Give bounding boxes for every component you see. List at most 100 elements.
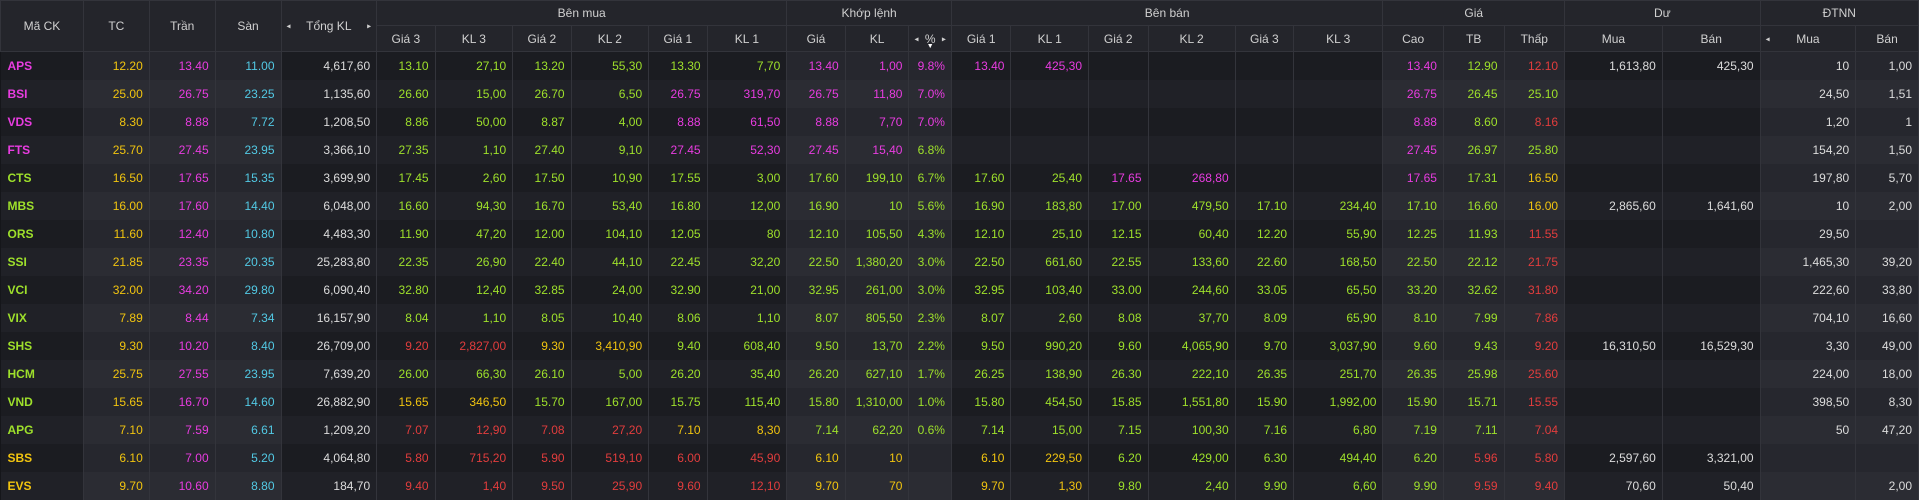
symbol-cell[interactable]: VCI	[1, 276, 84, 304]
buy-v1-cell: 12,10	[707, 472, 787, 500]
symbol-cell[interactable]: EVS	[1, 472, 84, 500]
col-foreign-sell[interactable]: Bán	[1856, 26, 1919, 52]
symbol-cell[interactable]: MBS	[1, 192, 84, 220]
ref-price-cell: 25.75	[83, 360, 149, 388]
col-ceiling-header[interactable]: Trần	[149, 1, 215, 52]
symbol-cell[interactable]: SBS	[1, 444, 84, 472]
buy-v1-cell: 608,40	[707, 332, 787, 360]
col-buy-p1[interactable]: Giá 1	[649, 26, 707, 52]
floor-price-cell: 29.80	[215, 276, 281, 304]
arrow-left-icon[interactable]: ◂	[1766, 34, 1770, 43]
symbol-cell[interactable]: VIX	[1, 304, 84, 332]
buy-v3-cell: 2,827,00	[435, 332, 513, 360]
col-ref-header[interactable]: TC	[83, 1, 149, 52]
col-high[interactable]: Cao	[1383, 26, 1444, 52]
col-buy-p2[interactable]: Giá 2	[513, 26, 571, 52]
buy-v3-cell: 12,90	[435, 416, 513, 444]
col-buy-p3[interactable]: Giá 3	[377, 26, 435, 52]
low-price-cell: 25.10	[1504, 80, 1565, 108]
col-foreign-buy[interactable]: ◂ Mua	[1760, 26, 1856, 52]
symbol-cell[interactable]: SSI	[1, 248, 84, 276]
match-pct-cell: 5.6%	[909, 192, 952, 220]
buy-p3-cell: 8.86	[377, 108, 435, 136]
col-buy-v3[interactable]: KL 3	[435, 26, 513, 52]
buy-p3-cell: 8.04	[377, 304, 435, 332]
col-match-vol[interactable]: KL	[845, 26, 909, 52]
buy-p1-cell: 26.20	[649, 360, 707, 388]
col-match-price[interactable]: Giá	[787, 26, 845, 52]
avg-price-cell: 7.11	[1443, 416, 1504, 444]
sell-p2-cell: 7.15	[1089, 416, 1149, 444]
match-pct-cell: 9.8%	[909, 52, 952, 81]
col-low[interactable]: Thấp	[1504, 26, 1565, 52]
foreign-buy-cell: 222,60	[1760, 276, 1856, 304]
col-floor-header[interactable]: Sàn	[215, 1, 281, 52]
match-pct-cell: 4.3%	[909, 220, 952, 248]
match-price-cell: 26.20	[787, 360, 845, 388]
col-sell-p1[interactable]: Giá 1	[951, 26, 1011, 52]
col-sell-p2[interactable]: Giá 2	[1089, 26, 1149, 52]
symbol-cell[interactable]: APG	[1, 416, 84, 444]
sell-v3-cell: 234,40	[1294, 192, 1383, 220]
high-price-cell: 22.50	[1383, 248, 1444, 276]
col-avg[interactable]: TB	[1443, 26, 1504, 52]
match-pct-cell	[909, 444, 952, 472]
sell-v2-cell: 1,551,80	[1148, 388, 1235, 416]
col-sell-v3[interactable]: KL 3	[1294, 26, 1383, 52]
sell-v1-cell: 1,30	[1011, 472, 1089, 500]
symbol-cell[interactable]: SHS	[1, 332, 84, 360]
symbol-cell[interactable]: FTS	[1, 136, 84, 164]
col-symbol-header[interactable]: Mã CK	[1, 1, 84, 52]
col-sell-v2[interactable]: KL 2	[1148, 26, 1235, 52]
arrow-left-icon[interactable]: ◂	[914, 34, 918, 43]
arrow-right-icon[interactable]: ▸	[367, 22, 371, 31]
match-vol-cell: 627,10	[845, 360, 909, 388]
col-sell-v1[interactable]: KL 1	[1011, 26, 1089, 52]
sell-v2-cell: 222,10	[1148, 360, 1235, 388]
floor-price-cell: 8.80	[215, 472, 281, 500]
high-price-cell: 15.90	[1383, 388, 1444, 416]
arrow-right-icon[interactable]: ▸	[942, 34, 946, 43]
symbol-cell[interactable]: HCM	[1, 360, 84, 388]
symbol-cell[interactable]: ORS	[1, 220, 84, 248]
col-match-pct[interactable]: ◂ % ▼ ▸	[909, 26, 952, 52]
col-total-volume-header[interactable]: ◂ Tổng KL ▸	[281, 1, 377, 52]
foreign-buy-cell: 10	[1760, 52, 1856, 81]
sell-v2-cell: 479,50	[1148, 192, 1235, 220]
symbol-cell[interactable]: APS	[1, 52, 84, 81]
buy-p2-cell: 27.40	[513, 136, 571, 164]
symbol-cell[interactable]: CTS	[1, 164, 84, 192]
col-buy-v1[interactable]: KL 1	[707, 26, 787, 52]
sort-down-icon[interactable]: ▼	[927, 43, 934, 50]
symbol-cell[interactable]: BSI	[1, 80, 84, 108]
col-sell-p3[interactable]: Giá 3	[1235, 26, 1293, 52]
buy-v2-cell: 5,00	[571, 360, 649, 388]
col-remaining-sell[interactable]: Bán	[1662, 26, 1760, 52]
sell-v3-cell	[1294, 80, 1383, 108]
symbol-cell[interactable]: VDS	[1, 108, 84, 136]
sell-v2-cell: 244,60	[1148, 276, 1235, 304]
arrow-left-icon[interactable]: ◂	[287, 22, 291, 31]
sell-p3-cell: 8.09	[1235, 304, 1293, 332]
col-buy-v2[interactable]: KL 2	[571, 26, 649, 52]
buy-v1-cell: 8,30	[707, 416, 787, 444]
col-remaining-buy[interactable]: Mua	[1565, 26, 1663, 52]
symbol-cell[interactable]: VND	[1, 388, 84, 416]
match-price-cell: 26.75	[787, 80, 845, 108]
